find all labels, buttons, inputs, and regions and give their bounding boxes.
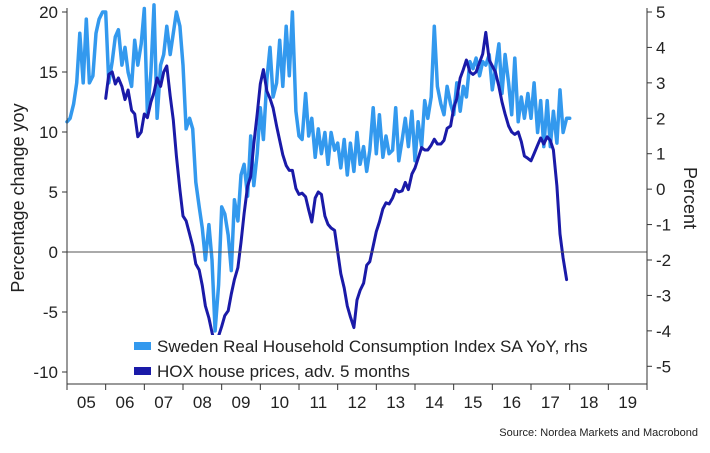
y-left-axis-title: Percentage change yoy [8,103,28,292]
y-left-tick-label: -10 [33,363,58,382]
x-tick-label: 15 [464,393,483,412]
y-right-tick-label: 5 [656,3,665,22]
x-tick-label: 07 [154,393,173,412]
y-right-tick-label: -4 [656,322,671,341]
x-tick-label: 14 [425,393,444,412]
legend-label-consumption: Sweden Real Household Consumption Index … [157,337,588,356]
x-tick-label: 06 [116,393,135,412]
series-line-consumption [65,3,572,333]
y-right-tick-label: 3 [656,74,665,93]
y-right-tick-label: 0 [656,180,665,199]
x-tick-label: 12 [348,393,367,412]
x-tick-label: 08 [193,393,212,412]
x-tick-label: 19 [618,393,637,412]
y-left-tick-label: 0 [49,243,58,262]
y-right-axis-title: Percent [680,167,700,229]
x-tick-label: 09 [232,393,251,412]
series-line-hox [104,30,569,348]
legend-label-hox: HOX house prices, adv. 5 months [157,362,410,381]
x-tick-label: 18 [580,393,599,412]
y-right-tick-label: -3 [656,286,671,305]
y-right-tick-label: 2 [656,109,665,128]
y-right-tick-label: 1 [656,145,665,164]
x-tick-label: 13 [386,393,405,412]
y-left-tick-label: -5 [43,303,58,322]
x-tick-label: 11 [310,393,328,412]
x-tick-label: 17 [541,393,560,412]
y-left-tick-label: 5 [49,183,58,202]
source-note: Source: Nordea Markets and Macrobond [499,427,698,439]
legend-swatch-consumption [134,342,151,350]
y-left-tick-label: 10 [39,123,58,142]
y-right-tick-label: -2 [656,251,671,270]
y-right-tick-label: 4 [656,38,665,57]
y-left-tick-label: 20 [39,3,58,22]
y-right-tick-label: -1 [656,216,671,235]
x-tick-label: 16 [502,393,521,412]
legend-background [128,335,606,357]
y-left-tick-label: 15 [39,63,58,82]
legend-background [128,360,606,382]
x-tick-label: 05 [77,393,96,412]
x-tick-label: 10 [270,393,289,412]
y-right-tick-label: -5 [656,357,671,376]
legend-swatch-hox [134,367,151,375]
